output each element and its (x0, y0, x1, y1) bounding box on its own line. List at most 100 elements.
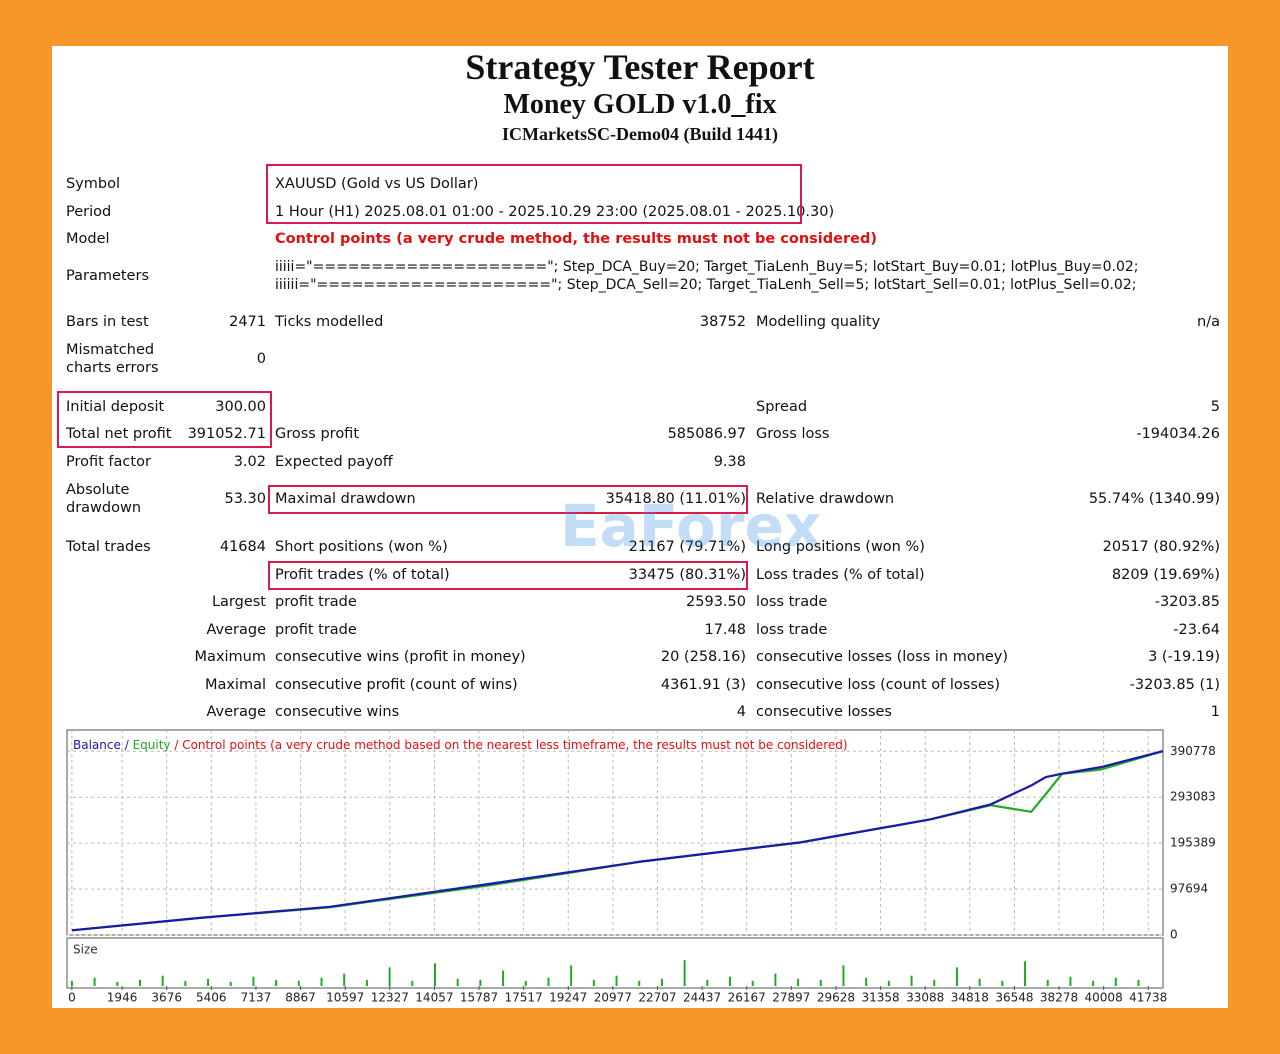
size-bar (388, 967, 391, 986)
parameter-line: iiiiii="===================="; Step_DCA_… (275, 277, 1137, 293)
x-tick-label: 33088 (906, 991, 944, 1005)
stat-value: 2471 (229, 314, 266, 330)
x-tick-label: 10597 (326, 991, 364, 1005)
size-bar (706, 979, 709, 986)
stat-label: consecutive losses (loss in money) (756, 649, 1009, 665)
size-bar (887, 980, 890, 986)
stat-value: 4361.91 (3) (660, 677, 746, 693)
size-bar (774, 973, 777, 986)
stat-value: -23.64 (1173, 622, 1220, 638)
stat-value: 300.00 (215, 399, 266, 415)
stat-value: Largest (211, 594, 266, 610)
size-bar (933, 979, 936, 986)
size-bar (456, 978, 459, 986)
stat-value: 35418.80 (11.01%) (605, 491, 746, 507)
stat-value: Average (206, 622, 266, 638)
plot-frame (66, 729, 1164, 936)
stat-value: 0 (256, 351, 266, 367)
size-bar (660, 978, 663, 986)
stat-label: Gross loss (756, 426, 830, 442)
stat-value: 3 (-19.19) (1148, 649, 1220, 665)
info-value: Control points (a very crude method, the… (275, 231, 877, 247)
stat-label: consecutive wins (profit in money) (275, 649, 526, 665)
size-bar (161, 975, 164, 986)
x-tick-label: 34818 (951, 991, 989, 1005)
x-tick-label: 5406 (196, 991, 227, 1005)
size-bar (592, 979, 595, 986)
stat-label: Total trades (66, 539, 151, 555)
x-tick-label: 26167 (728, 991, 766, 1005)
size-bar (978, 978, 981, 986)
info-value: XAUUSD (Gold vs US Dollar) (275, 176, 479, 192)
info-label: Symbol (66, 176, 121, 192)
stat-value: 20 (258.16) (660, 649, 746, 665)
stat-label: Profit trades (% of total) (275, 567, 450, 583)
stat-label: Bars in test (66, 314, 149, 330)
x-tick-label: 31358 (861, 991, 899, 1005)
y-tick-label: 390778 (1170, 744, 1216, 758)
stat-label: Absolute drawdown (66, 482, 142, 516)
stat-label: consecutive losses (756, 704, 892, 720)
x-tick-label: 14057 (415, 991, 453, 1005)
x-tick-label: 29628 (817, 991, 855, 1005)
stat-label: consecutive loss (count of losses) (756, 677, 1001, 693)
size-bar (207, 978, 210, 986)
stat-label: Long positions (won %) (756, 539, 925, 555)
stat-label: Initial deposit (66, 399, 165, 415)
info-label: Period (66, 204, 112, 220)
stat-label: Relative drawdown (756, 491, 895, 507)
info-label: Model (66, 231, 110, 247)
stat-label: Spread (756, 399, 808, 415)
stat-label: consecutive wins (275, 704, 400, 720)
size-bar (910, 975, 913, 986)
size-bar (819, 979, 822, 986)
size-bar (93, 977, 96, 986)
size-bar (70, 980, 73, 986)
y-tick-label: 0 (1170, 928, 1178, 942)
size-frame (66, 937, 1164, 989)
x-tick-label: 8867 (285, 991, 316, 1005)
legend-entry: Balance (73, 738, 121, 752)
size-bar (751, 980, 754, 986)
stat-value: 8209 (19.69%) (1111, 567, 1220, 583)
size-title: Size (73, 943, 98, 957)
size-bar (365, 979, 368, 986)
stat-value: 21167 (79.71%) (628, 539, 746, 555)
y-tick-label: 97694 (1170, 882, 1208, 896)
x-tick-label: 17517 (505, 991, 543, 1005)
highlight-box (268, 561, 748, 590)
report-title: Strategy Tester Report (465, 47, 815, 87)
size-bar (1092, 980, 1095, 986)
stat-label: Maximal drawdown (275, 491, 416, 507)
stat-value: 2593.50 (686, 594, 746, 610)
size-bar (1069, 976, 1072, 986)
info-label: Parameters (66, 268, 149, 284)
stat-value: 17.48 (704, 622, 746, 638)
size-bar (797, 978, 800, 986)
stat-value: -194034.26 (1136, 426, 1220, 442)
size-bar (638, 980, 641, 986)
stat-value: 53.30 (224, 491, 266, 507)
x-tick-label: 15787 (460, 991, 498, 1005)
x-tick-label: 27897 (772, 991, 810, 1005)
chart-legend: Balance / Equity / Control points (a ver… (73, 738, 848, 752)
size-bar (502, 970, 505, 986)
y-tick-label: 195389 (1170, 836, 1216, 850)
stat-value: 55.74% (1340.99) (1088, 491, 1220, 507)
stat-label: Short positions (won %) (275, 539, 448, 555)
x-tick-label: 36548 (995, 991, 1033, 1005)
stat-value: 38752 (699, 314, 746, 330)
stat-label: loss trade (756, 622, 828, 638)
size-bar (275, 979, 278, 986)
size-bar (343, 973, 346, 986)
watermark: EaForex (560, 492, 821, 560)
stat-label: loss trade (756, 594, 828, 610)
x-tick-label: 3676 (151, 991, 182, 1005)
size-bar (842, 965, 845, 986)
x-tick-label: 38278 (1040, 991, 1078, 1005)
series-line (71, 750, 1164, 932)
legend-separator: / (125, 738, 130, 752)
size-bar (729, 976, 732, 986)
